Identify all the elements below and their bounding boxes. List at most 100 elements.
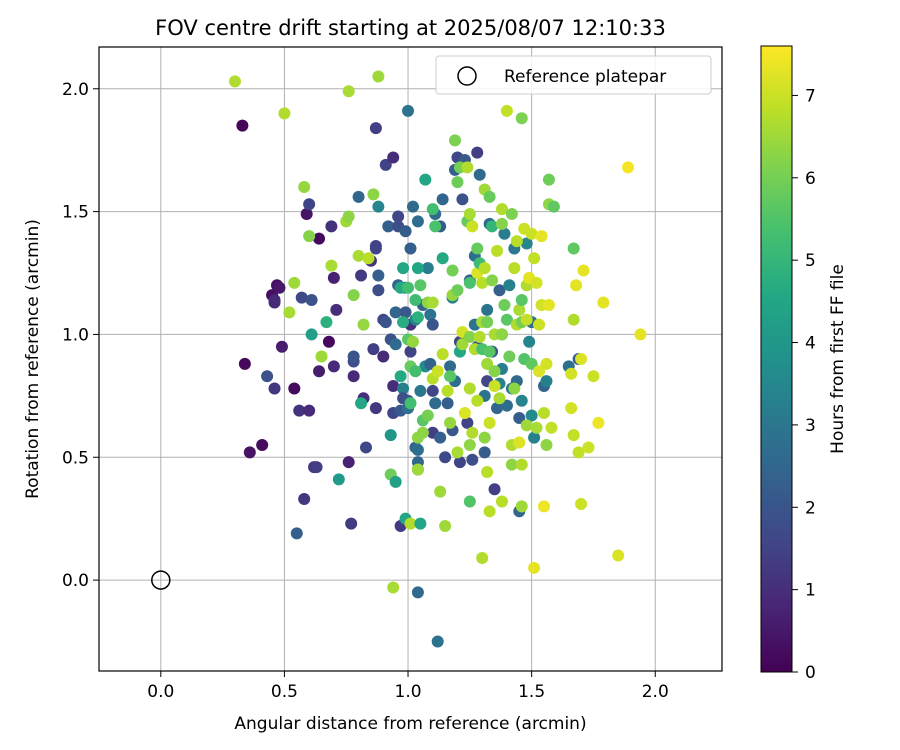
scatter-point bbox=[493, 284, 506, 297]
scatter-point bbox=[463, 208, 476, 221]
scatter-point bbox=[426, 203, 439, 216]
scatter-point bbox=[399, 306, 412, 319]
scatter-point bbox=[228, 75, 241, 88]
scatter-point bbox=[256, 438, 269, 451]
colorbar-tick-label: 3 bbox=[805, 416, 816, 436]
scatter-point bbox=[369, 239, 382, 252]
scatter-point bbox=[488, 483, 501, 496]
scatter-point bbox=[342, 85, 355, 98]
scatter-point bbox=[431, 635, 444, 648]
scatter-point bbox=[592, 416, 605, 429]
scatter-point bbox=[577, 264, 590, 277]
scatter-point bbox=[389, 306, 402, 319]
scatter-point bbox=[503, 350, 516, 363]
colorbar-tick-label: 4 bbox=[805, 334, 816, 354]
y-tick-label: 2.0 bbox=[62, 80, 89, 100]
scatter-point bbox=[402, 281, 415, 294]
scatter-point bbox=[533, 318, 546, 331]
legend: Reference platepar bbox=[435, 55, 712, 95]
scatter-point bbox=[510, 235, 523, 248]
scatter-point bbox=[528, 561, 541, 574]
scatter-point bbox=[538, 407, 550, 420]
scatter-point bbox=[414, 384, 427, 397]
scatter-point bbox=[481, 466, 494, 479]
scatter-point bbox=[355, 397, 368, 410]
scatter-point bbox=[305, 294, 318, 307]
scatter-point bbox=[347, 370, 360, 383]
plot-frame bbox=[98, 46, 723, 672]
scatter-point bbox=[542, 298, 555, 311]
x-tick-label: 0.0 bbox=[147, 682, 174, 702]
scatter-point bbox=[500, 399, 513, 412]
scatter-point bbox=[486, 220, 499, 233]
scatter-point bbox=[414, 279, 427, 292]
colorbar-tick-label: 1 bbox=[805, 581, 816, 601]
y-tick-label: 0.5 bbox=[62, 448, 89, 468]
scatter-point bbox=[540, 357, 553, 370]
scatter-point bbox=[357, 318, 370, 331]
scatter-point bbox=[481, 357, 494, 370]
scatter-point bbox=[362, 252, 375, 265]
scatter-point bbox=[612, 549, 625, 562]
scatter-point bbox=[570, 279, 583, 292]
scatter-point bbox=[421, 409, 434, 422]
scatter-point bbox=[461, 161, 474, 174]
scatter-point bbox=[268, 296, 281, 309]
scatter-point bbox=[360, 441, 372, 454]
scatter-point bbox=[471, 242, 484, 255]
scatter-point bbox=[505, 458, 518, 471]
scatter-point bbox=[352, 190, 365, 203]
scatter-point bbox=[397, 382, 410, 395]
scatter-point bbox=[397, 262, 410, 275]
scatter-point bbox=[404, 397, 417, 410]
scatter-point bbox=[463, 438, 476, 451]
x-tick-label: 0.5 bbox=[271, 682, 298, 702]
colorbar-tick-label: 0 bbox=[805, 663, 816, 683]
scatter-point bbox=[505, 208, 518, 221]
chart-title: FOV centre drift starting at 2025/08/07 … bbox=[155, 16, 666, 40]
y-axis-ticks: 0.0 0.5 1.0 1.5 2.0 bbox=[62, 80, 99, 591]
scatter-point bbox=[525, 409, 538, 422]
scatter-point bbox=[538, 500, 550, 513]
scatter-point bbox=[315, 350, 328, 363]
scatter-point bbox=[303, 404, 316, 417]
colorbar-tick-label: 6 bbox=[805, 169, 816, 189]
scatter-point bbox=[533, 365, 546, 378]
scatter-point bbox=[451, 284, 464, 297]
legend-marker bbox=[457, 66, 477, 86]
scatter-point bbox=[369, 122, 382, 135]
colorbar-label: Hours from first FF file bbox=[828, 264, 848, 454]
scatter-point bbox=[295, 291, 308, 304]
scatter-point bbox=[313, 232, 326, 245]
scatter-point bbox=[495, 203, 508, 216]
scatter-point bbox=[471, 146, 484, 159]
scatter-point bbox=[421, 262, 434, 275]
scatter-point bbox=[463, 382, 476, 395]
y-tick-label: 1.5 bbox=[62, 203, 89, 223]
scatter-point bbox=[483, 190, 496, 203]
scatter-point bbox=[273, 281, 286, 294]
scatter-point bbox=[587, 370, 600, 383]
x-axis-ticks: 0.0 0.5 1.0 1.5 2.0 bbox=[147, 671, 669, 702]
scatter-point bbox=[355, 269, 368, 282]
scatter-point bbox=[528, 252, 541, 265]
scatter-point bbox=[542, 173, 555, 186]
colorbar-ticks: 0 1 2 3 4 5 6 7 bbox=[792, 86, 816, 683]
scatter-point bbox=[515, 112, 528, 125]
scatter-point bbox=[300, 208, 313, 221]
scatter-point bbox=[411, 443, 424, 456]
scatter-point bbox=[515, 294, 528, 307]
scatter-point bbox=[322, 335, 335, 348]
scatter-point bbox=[436, 252, 449, 265]
scatter-point bbox=[495, 495, 508, 508]
scatter-point bbox=[379, 158, 392, 171]
scatter-point bbox=[325, 259, 338, 272]
colorbar bbox=[760, 45, 793, 673]
scatter-point bbox=[332, 473, 345, 486]
colorbar-tick-label: 7 bbox=[805, 86, 816, 106]
scatter-point bbox=[411, 262, 424, 275]
scatter-point bbox=[508, 382, 521, 395]
scatter-point bbox=[466, 426, 479, 439]
scatter-point bbox=[283, 306, 296, 319]
scatter-point bbox=[238, 357, 251, 370]
